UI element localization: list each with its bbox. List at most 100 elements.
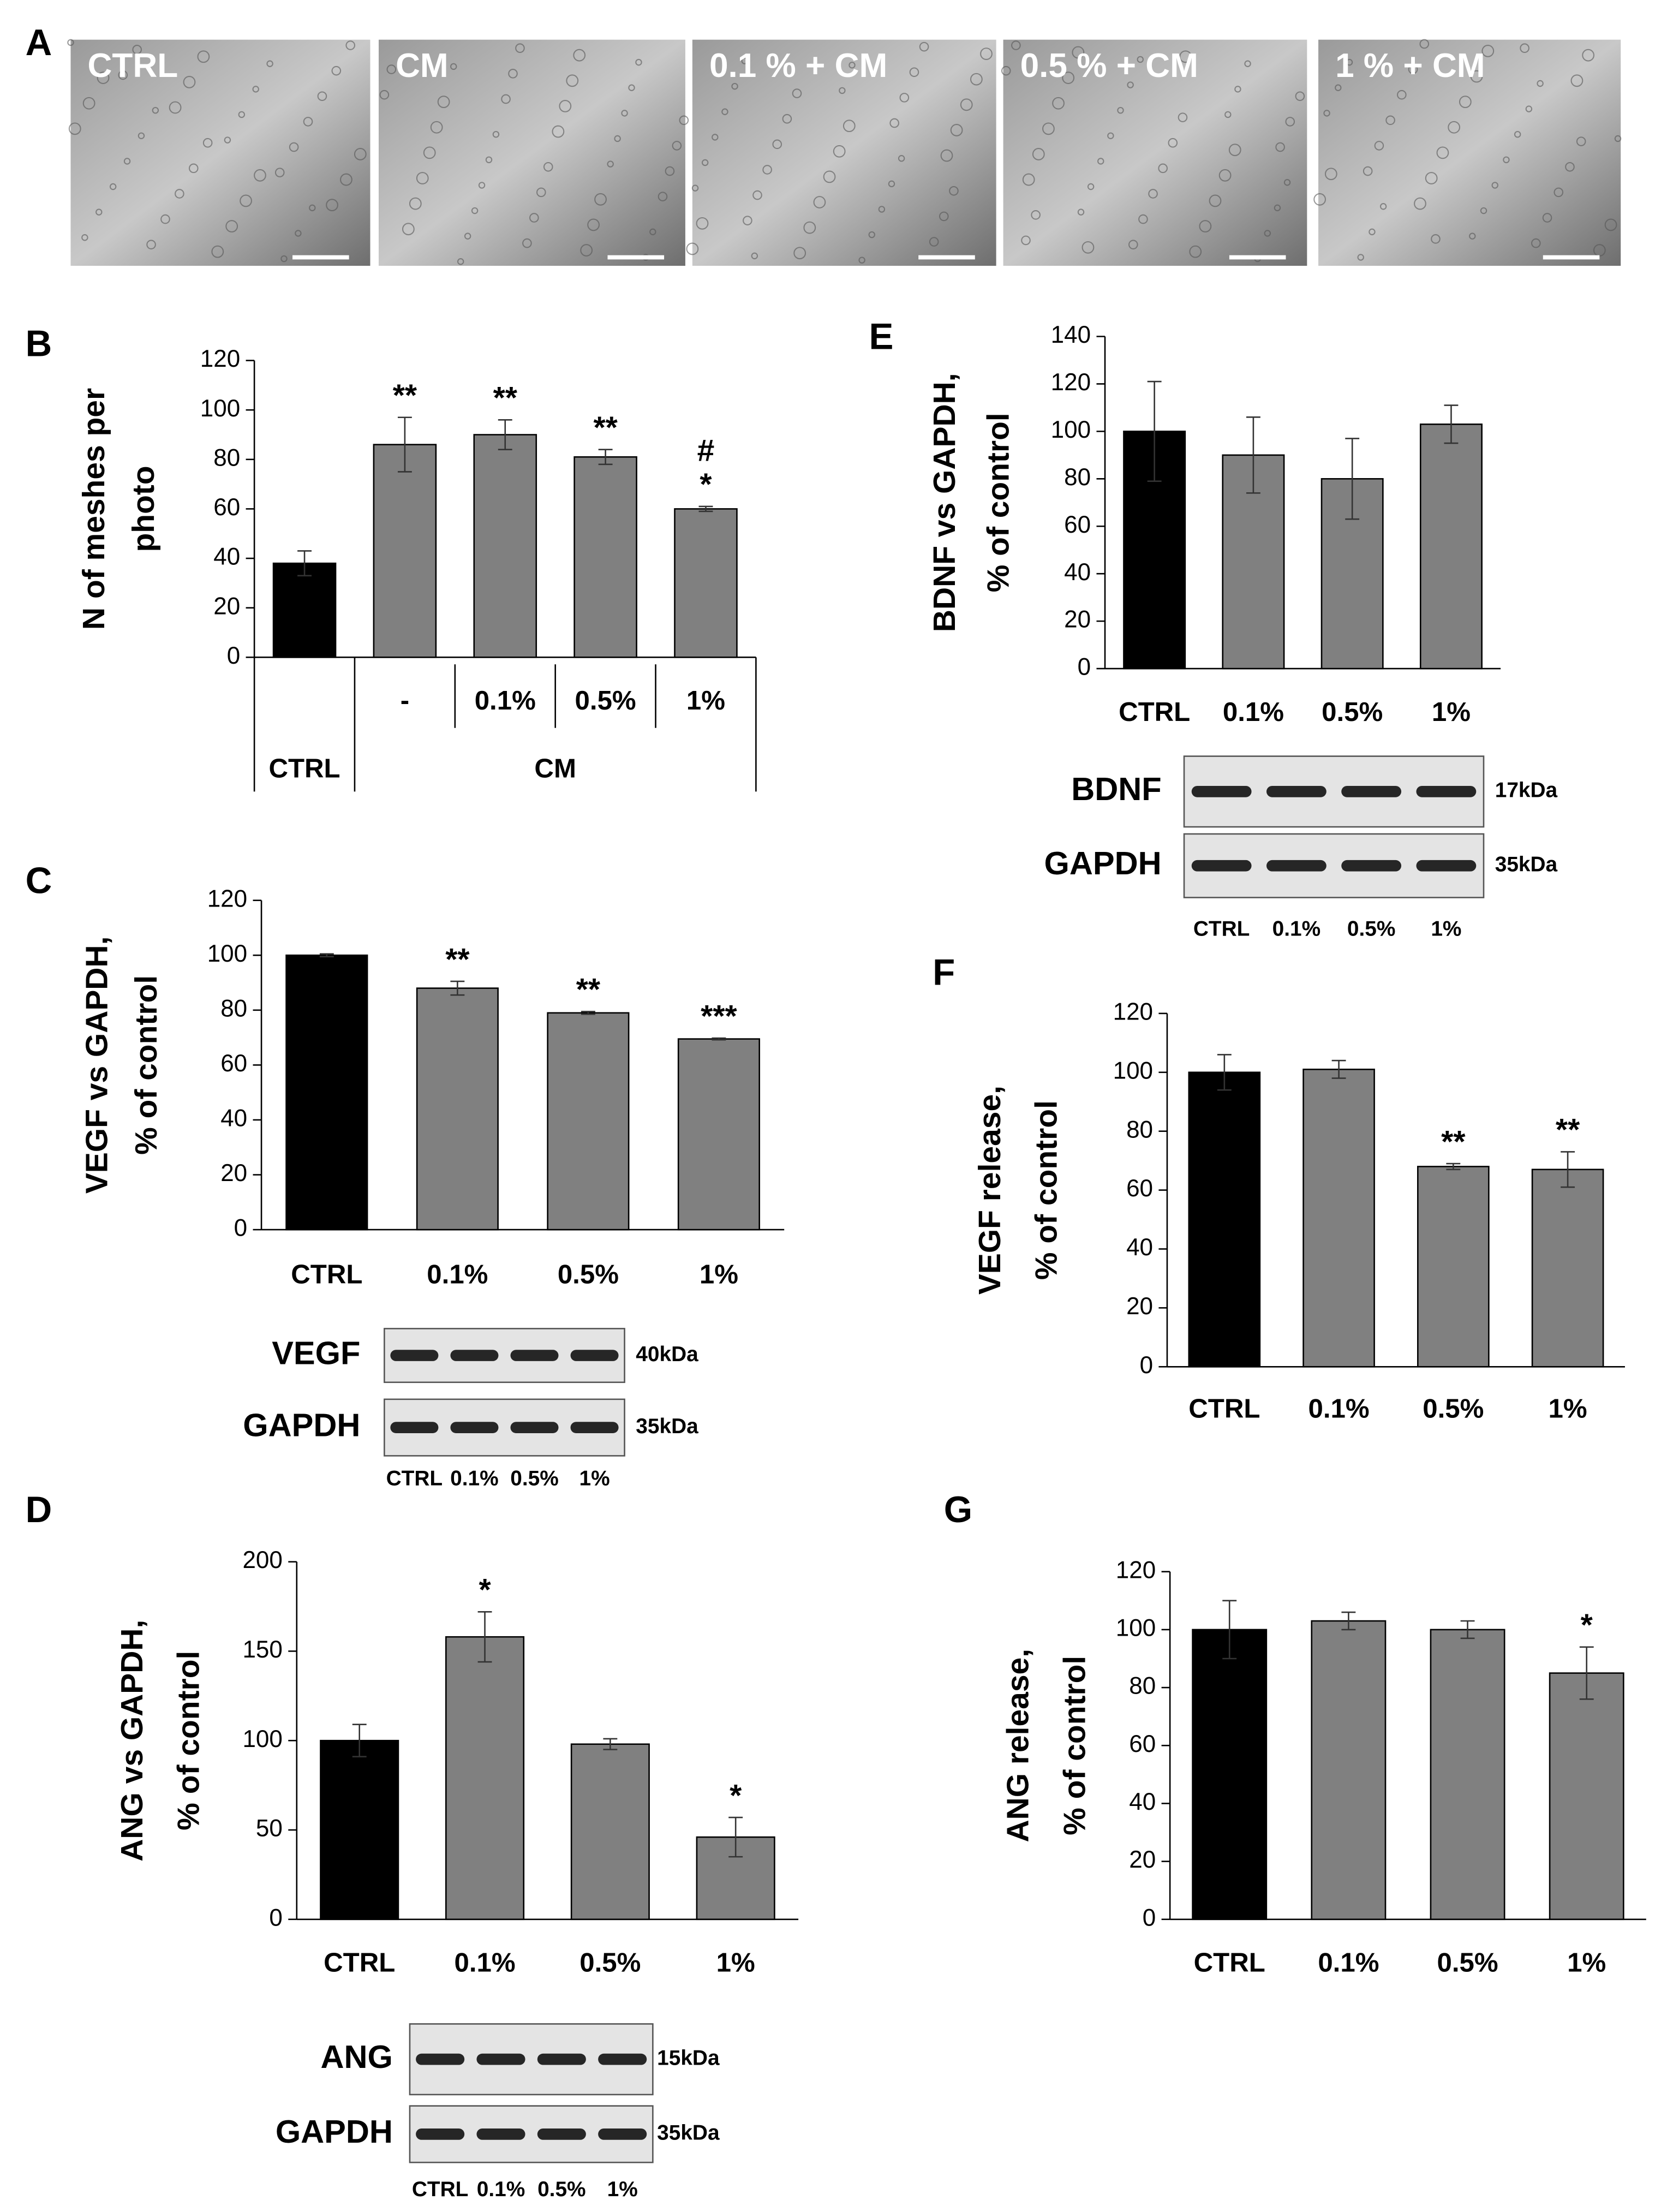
- cell-texture: [1542, 213, 1552, 223]
- blot-lane-label: 0.5%: [1347, 917, 1396, 940]
- cell-texture: [1448, 121, 1461, 134]
- error-bar: [1446, 1162, 1461, 1171]
- image-label: 1 % + CM: [1335, 47, 1485, 85]
- cell-texture: [1470, 70, 1483, 83]
- blot-band: [390, 1422, 439, 1433]
- cell-texture: [878, 206, 886, 213]
- cell-texture: [1042, 122, 1055, 135]
- blot-band: [390, 1350, 439, 1361]
- cell-texture: [317, 91, 327, 102]
- cell-texture: [402, 223, 415, 236]
- error-bar: [319, 953, 334, 958]
- cell-texture: [138, 132, 145, 140]
- cell-texture: [1275, 142, 1285, 152]
- cell-texture: [280, 255, 288, 263]
- y-tick-label: 120: [1113, 999, 1153, 1025]
- blot-band: [510, 1422, 559, 1433]
- x-tick-label: 0.5%: [1437, 1948, 1498, 1978]
- cell-texture: [813, 196, 826, 208]
- cell-texture: [295, 230, 302, 237]
- y-axis-title: VEGF vs GAPDH,: [79, 937, 114, 1194]
- blot-band: [1191, 785, 1252, 797]
- bar: [373, 444, 437, 658]
- x-tick-label: 1%: [1567, 1948, 1606, 1978]
- cell-texture: [1128, 240, 1138, 249]
- y-tick-label: 120: [200, 345, 240, 372]
- x-tick-label: CTRL: [1194, 1948, 1265, 1978]
- y-tick-label: 100: [207, 940, 247, 967]
- significance: *: [730, 1778, 742, 1813]
- cell-texture: [409, 197, 422, 210]
- y-tick-label: 80: [1129, 1673, 1156, 1700]
- y-tick-label: 20: [213, 593, 240, 619]
- y-tick-label: 0: [227, 642, 240, 669]
- cell-texture: [240, 194, 252, 207]
- cell-texture: [118, 70, 128, 80]
- cell-texture: [1335, 84, 1342, 91]
- y-axis-title: ANG vs GAPDH,: [115, 1620, 150, 1862]
- blot-lane-label: 1%: [1431, 917, 1461, 940]
- cell-texture: [649, 228, 656, 236]
- cell-texture: [1283, 179, 1291, 186]
- y-axis-title: VEGF release,: [972, 1086, 1007, 1295]
- image-label: CTRL: [88, 47, 178, 85]
- cell-texture: [492, 130, 500, 138]
- cell-texture: [1052, 97, 1065, 110]
- cell-texture: [1554, 187, 1564, 198]
- y-axis-title: % of control: [1029, 1100, 1063, 1280]
- cell-texture: [679, 115, 689, 126]
- y-tick-label: 40: [220, 1105, 247, 1132]
- panel-letter: E: [869, 316, 894, 357]
- x-tick-label: 0.1%: [1318, 1948, 1379, 1978]
- cell-texture: [833, 145, 846, 158]
- blot-size-label: 40kDa: [636, 1343, 698, 1366]
- y-tick-label: 60: [1064, 511, 1091, 538]
- cell-texture: [621, 110, 628, 117]
- cell-texture: [1137, 56, 1144, 63]
- error-bar: [1460, 1620, 1475, 1639]
- cell-texture: [1209, 194, 1222, 207]
- y-tick-label: 100: [1116, 1615, 1156, 1642]
- cell-texture: [587, 218, 600, 231]
- error-bar: [698, 505, 713, 512]
- blot-band: [450, 1422, 499, 1433]
- y-tick-label: 20: [1129, 1846, 1156, 1873]
- cell-texture: [97, 71, 110, 85]
- cell-texture: [416, 172, 429, 184]
- cell-texture: [1011, 40, 1021, 50]
- y-tick-label: 40: [1126, 1234, 1153, 1261]
- cell-texture: [529, 213, 539, 223]
- cell-texture: [1374, 141, 1384, 151]
- y-tick-label: 100: [200, 395, 240, 422]
- cell-texture: [1189, 245, 1202, 258]
- cell-texture: [1087, 183, 1095, 190]
- cell-texture: [1179, 50, 1192, 63]
- bar: [1302, 1069, 1375, 1368]
- cell-texture: [379, 90, 390, 100]
- bar: [1192, 1629, 1268, 1921]
- cell-texture: [1228, 144, 1241, 157]
- cell-texture: [909, 67, 919, 77]
- error-bar: [1579, 1646, 1594, 1700]
- panel-letter: D: [26, 1489, 52, 1530]
- y-axis-title: % of control: [981, 413, 1015, 592]
- blot-band: [476, 2128, 525, 2140]
- bar: [674, 508, 738, 658]
- bar: [1419, 424, 1483, 670]
- cell-texture: [478, 182, 486, 189]
- y-tick-label: 80: [220, 995, 247, 1022]
- blot-band: [416, 2128, 465, 2140]
- blot-band: [450, 1350, 499, 1361]
- cell-texture: [1264, 230, 1271, 237]
- x-tick-label: 1%: [1549, 1394, 1587, 1424]
- cell-texture: [1385, 115, 1395, 126]
- cell-texture: [82, 97, 95, 110]
- blot-size-label: 17kDa: [1495, 779, 1558, 802]
- bar: [416, 987, 499, 1231]
- x-tick-label: 0.5%: [1423, 1394, 1484, 1424]
- blot-lane-label: CTRL: [1193, 917, 1250, 940]
- error-bar: [598, 449, 613, 466]
- cell-texture: [515, 43, 525, 53]
- blot-lane-label: CTRL: [386, 1467, 443, 1490]
